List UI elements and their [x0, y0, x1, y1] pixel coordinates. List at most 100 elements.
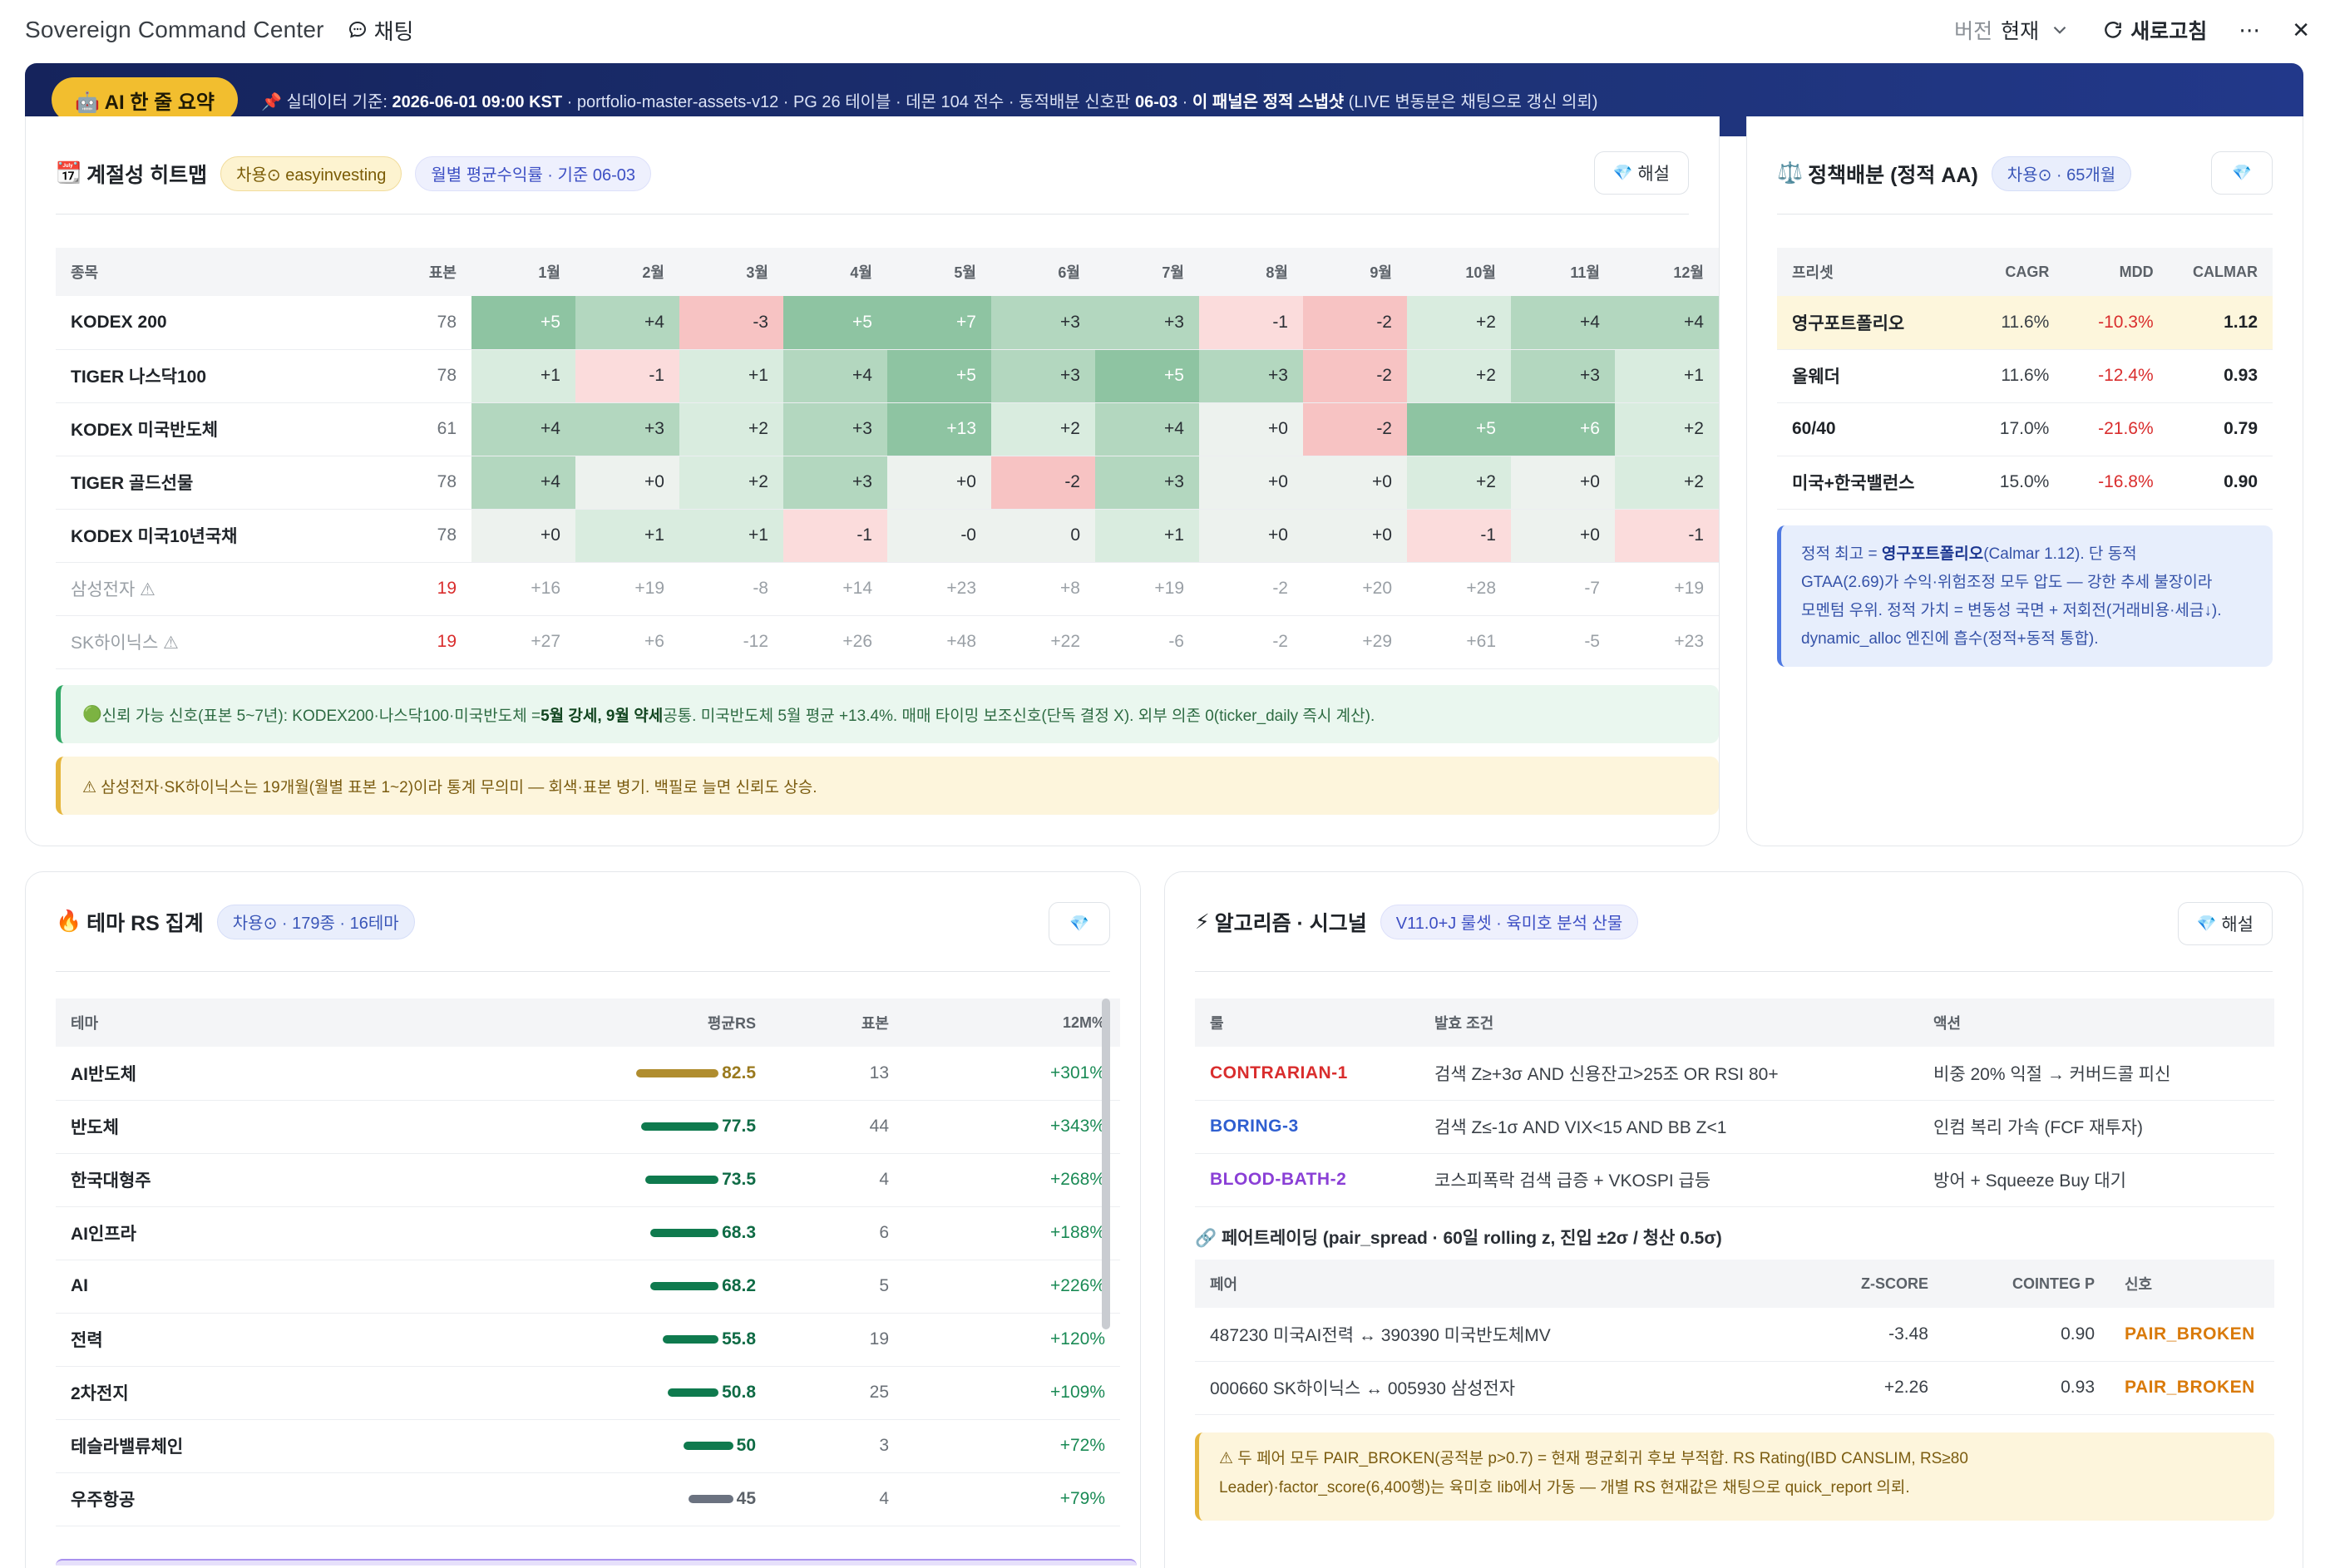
table-row[interactable]: 영구포트폴리오 11.6% -10.3% 1.12 — [1777, 296, 2273, 350]
sample-count: 78 — [422, 456, 471, 510]
heat-cell: -1 — [1407, 509, 1511, 563]
table-row[interactable]: 우주항공 45 4 +79% — [56, 1472, 1120, 1526]
column-header[interactable]: 2월 — [575, 248, 679, 296]
refresh-button[interactable]: 새로고침 — [2102, 15, 2207, 45]
table-row: 삼성전자 ⚠ 19 +16 +19 -8 +14 +23 +8 +19 -2 +20 +28 -7 +19 — [56, 562, 1719, 616]
table-row[interactable]: AI 68.2 5 +226% — [56, 1260, 1120, 1314]
version-select[interactable]: 버전 현재 — [1954, 15, 2071, 45]
table-row[interactable]: BORING-3 검색 Z≤-1σ AND VIX<15 AND BB Z<1 인컴… — [1195, 1100, 2274, 1154]
explain-button[interactable]: 💎 해설 — [2177, 902, 2273, 945]
rs-cell: 77.5 — [521, 1100, 771, 1154]
cagr-value: 17.0% — [1960, 402, 2065, 456]
table-row[interactable]: 한국대형주 73.5 4 +268% — [56, 1153, 1120, 1207]
explain-button[interactable]: 💎 해설 — [1593, 151, 1689, 195]
column-header[interactable]: 12월 — [1615, 248, 1719, 296]
column-header[interactable]: CALMAR — [2168, 248, 2273, 296]
table-row[interactable]: 2차전지 50.8 25 +109% — [56, 1366, 1120, 1420]
table-row[interactable]: 반도체 77.5 44 +343% — [56, 1100, 1120, 1154]
pair-trading-title: 🔗 페어트레이딩 (pair_spread · 60일 rolling z, 진… — [1195, 1229, 1722, 1248]
column-header[interactable]: 프리셋 — [1777, 248, 1960, 296]
seasonality-heatmap-card: 📆 계절성 히트맵 차용⊙ easyinvesting 월별 평균수익률 · 기준… — [25, 116, 1720, 846]
heat-cell: -6 — [1095, 615, 1199, 669]
heatmap-table-wrap: 종목 표본 1월 2월 3월 4월 5월 6월 7월 8월 9월 10월 11월 12월 KODEX 20… — [56, 248, 1719, 669]
heat-cell: +26 — [783, 615, 887, 669]
column-header[interactable]: 11월 — [1511, 248, 1615, 296]
chat-link[interactable]: 채팅 — [348, 15, 413, 46]
column-header[interactable]: 10월 — [1407, 248, 1511, 296]
scale-icon: ⚖️ — [1777, 161, 1804, 185]
table-row[interactable]: CONTRARIAN-1 검색 Z≥+3σ AND 신용잔고>25조 OR RSI… — [1195, 1047, 2274, 1101]
column-header[interactable]: 룰 — [1195, 998, 1419, 1047]
table-row[interactable]: 000660 SK하이닉스 ↔ 005930 삼성전자 +2.26 0.93 PAIR… — [1195, 1361, 2274, 1415]
explain-button[interactable]: 💎 — [2211, 151, 2273, 195]
heat-cell: +5 — [1407, 402, 1511, 456]
table-row[interactable]: BLOOD-BATH-2 코스피폭락 검색 급증 + VKOSPI 급등 방어 + … — [1195, 1153, 2274, 1207]
top-bar: Sovereign Command Center 채팅 버전 현재 새로고침 ⋯… — [0, 0, 2330, 60]
column-header[interactable]: Z-SCORE — [1794, 1260, 1943, 1308]
heat-cell: -5 — [1511, 615, 1615, 669]
rs-cell: 68.2 — [521, 1260, 771, 1314]
heat-cell: +19 — [1095, 562, 1199, 616]
heat-cell: +0 — [575, 456, 679, 510]
close-icon[interactable]: ✕ — [2292, 17, 2310, 42]
calmar-value: 0.79 — [2168, 402, 2273, 456]
column-header[interactable]: 발효 조건 — [1419, 998, 1918, 1047]
column-header[interactable]: 표본 — [771, 998, 904, 1047]
theme-rs-scrollbar[interactable] — [1102, 998, 1110, 1329]
ai-summary-button[interactable]: 🤖 AI 한 줄 요약 — [52, 77, 238, 122]
column-header[interactable]: 표본 — [422, 248, 471, 296]
heat-cell: +0 — [1303, 509, 1407, 563]
pair-name: 000660 SK하이닉스 ↔ 005930 삼성전자 — [1195, 1361, 1794, 1415]
pair-note-line2: Leader)·factor_score(6,400행)는 육미호 lib에서 … — [1219, 1479, 1910, 1497]
column-header[interactable]: MDD — [2064, 248, 2169, 296]
ticker-name: SK하이닉스 ⚠ — [56, 615, 422, 669]
column-header[interactable]: 8월 — [1199, 248, 1303, 296]
heat-cell: +1 — [1615, 349, 1719, 403]
basis-pill: 월별 평균수익률 · 기준 06-03 — [415, 155, 652, 191]
column-header[interactable]: 6월 — [991, 248, 1095, 296]
column-header[interactable]: 평균RS — [521, 998, 771, 1047]
column-header[interactable]: 9월 — [1303, 248, 1407, 296]
heat-cell: +0 — [471, 509, 575, 563]
pair-name: 487230 미국AI전력 ↔ 390390 미국반도체MV — [1195, 1308, 1794, 1362]
cagr-value: 11.6% — [1960, 296, 2065, 350]
column-header[interactable]: 12M% — [904, 998, 1120, 1047]
heat-cell: 0 — [991, 509, 1095, 563]
column-header[interactable]: 페어 — [1195, 1260, 1794, 1308]
mdd-value: -10.3% — [2064, 296, 2169, 350]
heat-cell: +2 — [1407, 349, 1511, 403]
table-row[interactable]: AI반도체 82.5 13 +301% — [56, 1047, 1120, 1101]
column-header[interactable]: 테마 — [56, 998, 521, 1047]
column-header[interactable]: COINTEG P — [1943, 1260, 2110, 1308]
table-row[interactable]: 미국+한국밸런스 15.0% -16.8% 0.90 — [1777, 456, 2273, 510]
table-row[interactable]: 테슬라밸류체인 50 3 +72% — [56, 1419, 1120, 1473]
pair-note-line1: ⚠ 두 페어 모두 PAIR_BROKEN(공적분 p>0.7) = 현재 평균… — [1219, 1450, 1968, 1467]
diamond-icon: 💎 — [1612, 165, 1633, 182]
calendar-icon: 📆 — [56, 161, 82, 185]
rules-header-row: 룰 발효 조건 액션 — [1195, 998, 2274, 1047]
column-header[interactable]: 3월 — [679, 248, 783, 296]
column-header[interactable]: CAGR — [1960, 248, 2065, 296]
column-header[interactable]: 5월 — [887, 248, 991, 296]
column-header[interactable]: 1월 — [471, 248, 575, 296]
heat-cell: -1 — [1199, 296, 1303, 350]
column-header[interactable]: 액션 — [1918, 998, 2274, 1047]
column-header[interactable]: 신호 — [2110, 1260, 2274, 1308]
heat-cell: +19 — [1615, 562, 1719, 616]
more-menu-icon[interactable]: ⋯ — [2239, 17, 2261, 42]
explain-button[interactable]: 💎 — [1049, 902, 1110, 945]
table-row[interactable]: 60/40 17.0% -21.6% 0.79 — [1777, 402, 2273, 456]
rs-value: 73.5 — [722, 1170, 756, 1189]
column-header[interactable]: 종목 — [56, 248, 422, 296]
table-row[interactable]: 올웨더 11.6% -12.4% 0.93 — [1777, 349, 2273, 403]
reliable-signal-note: 🟢 신뢰 가능 신호(표본 5~7년): KODEX200·나스닥100·미국반… — [56, 685, 1719, 743]
heat-cell: +23 — [1615, 615, 1719, 669]
table-row[interactable]: 487230 미국AI전력 ↔ 390390 미국반도체MV -3.48 0.90 P… — [1195, 1308, 2274, 1362]
heat-cell: -2 — [1199, 562, 1303, 616]
table-row[interactable]: AI인프라 68.3 6 +188% — [56, 1206, 1120, 1260]
policy-note-line3: 모멘텀 우위. 정적 가치 = 변동성 국면 + 저회전(거래비용·세금↓). — [1801, 602, 2222, 619]
table-row[interactable]: 전력 55.8 19 +120% — [56, 1313, 1120, 1367]
column-header[interactable]: 7월 — [1095, 248, 1199, 296]
z-score: -3.48 — [1794, 1308, 1943, 1362]
column-header[interactable]: 4월 — [783, 248, 887, 296]
